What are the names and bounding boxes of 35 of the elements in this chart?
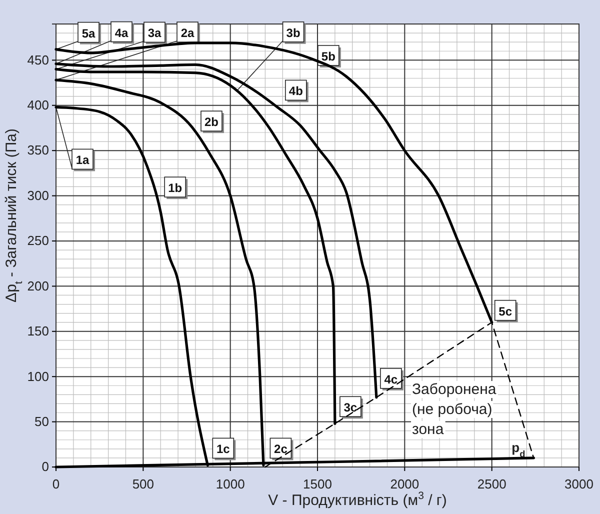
y-tick-label: 400: [27, 98, 49, 113]
annotation: 2a: [180, 26, 194, 40]
annotation: 4a: [114, 26, 128, 40]
annotation: 5c: [498, 304, 512, 318]
x-tick-label: 1000: [216, 476, 245, 492]
y-tick-label: 50: [34, 414, 49, 429]
annotation: 3a: [148, 26, 162, 40]
x-tick-label: 0: [52, 476, 60, 492]
x-tick-label: 500: [132, 476, 154, 492]
y-tick-label: 450: [27, 52, 49, 68]
y-tick-label: 150: [27, 324, 49, 339]
y-tick-label: 300: [27, 188, 49, 203]
annotation: 1b: [168, 181, 182, 196]
annotation: 3b: [286, 26, 300, 40]
y-tick-label: 100: [27, 368, 49, 384]
annotation: p$_{d}$: [512, 440, 526, 459]
annotation: 2c: [274, 442, 288, 456]
x-tick-label: 1500: [303, 476, 332, 492]
annotation: 5b: [321, 49, 336, 64]
x-tick-label: 3000: [564, 476, 594, 492]
x-tick-label: 2500: [477, 476, 506, 492]
annotation: Заборонена (не робоча) зона: [412, 381, 497, 438]
y-tick-label: 250: [27, 233, 49, 248]
y-tick-label: 200: [27, 278, 49, 294]
annotation: 4c: [384, 372, 398, 386]
annotation: 1c: [216, 442, 230, 456]
x-axis-title: V - Продуктивність (м$^{3}$ / г): [268, 490, 447, 509]
annotation: 4b: [288, 84, 303, 98]
annotation: 1a: [76, 153, 90, 168]
annotation: 5a: [82, 26, 96, 40]
y-tick-label: 350: [27, 142, 49, 158]
y-tick-label: 0: [42, 459, 49, 474]
x-tick-label: 2000: [390, 476, 420, 492]
annotation: 2b: [204, 115, 218, 130]
annotation: 3c: [344, 400, 358, 415]
